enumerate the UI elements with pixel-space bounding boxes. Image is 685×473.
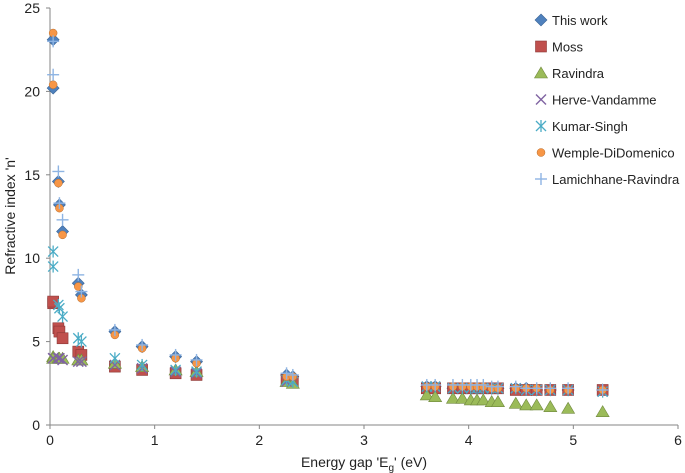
legend-label: Moss [552, 40, 584, 55]
point-lamichhane-ravindra [491, 380, 504, 393]
point-wemple-didomenico [74, 282, 83, 291]
point-ravindra [419, 388, 434, 401]
point-lamichhane-ravindra [429, 378, 442, 391]
x-tick-label: 4 [465, 432, 473, 448]
legend-item-kumar-singh: Kumar-Singh [535, 119, 628, 134]
legend: This work Moss Ravindra Herve-Vandamme Kumar… [533, 13, 680, 187]
point-lamichhane-ravindra [509, 380, 522, 393]
legend-marker-ravindra [533, 66, 549, 79]
point-lamichhane-ravindra [477, 378, 490, 391]
legend-item-ravindra: Ravindra [533, 66, 605, 81]
x-axis-title: Energy gap 'Eg' (eV) [301, 454, 427, 473]
point-ravindra [476, 393, 491, 406]
legend-label: This work [552, 13, 608, 28]
point-wemple-didomenico [54, 178, 63, 188]
point-ravindra [529, 398, 544, 411]
point-wemple-didomenico [48, 80, 58, 89]
point-ravindra [561, 401, 576, 414]
legend-marker-kumar-singh [535, 120, 547, 132]
series-moss [47, 295, 609, 396]
x-tick-label: 0 [46, 432, 54, 448]
legend-marker-moss [535, 40, 547, 53]
legend-label: Kumar-Singh [552, 119, 628, 134]
point-lamichhane-ravindra [280, 367, 293, 380]
point-ravindra [595, 405, 610, 417]
point-kumar-singh [57, 310, 69, 323]
point-lamichhane-ravindra [530, 382, 543, 395]
y-tick-label: 20 [24, 83, 40, 99]
point-lamichhane-ravindra [75, 285, 88, 298]
legend-item-lamichhane-ravindra: Lamichhane-Ravindra [535, 172, 680, 187]
point-lamichhane-ravindra [47, 35, 60, 48]
point-herve-vandamme [57, 354, 69, 366]
y-axis-title: Refractive index 'n' [2, 157, 18, 274]
point-ravindra [508, 396, 523, 409]
y-tick-label: 10 [24, 250, 40, 266]
legend-item-wemple-didomenico: Wemple-DiDomenico [536, 146, 675, 161]
legend-label: Ravindra [552, 66, 605, 81]
point-herve-vandamme [75, 356, 87, 368]
point-lamichhane-ravindra [108, 323, 121, 336]
x-tick-label: 1 [151, 432, 159, 448]
point-lamichhane-ravindra [52, 165, 65, 178]
point-lamichhane-ravindra [520, 382, 533, 395]
legend-marker-lamichhane-ravindra [535, 173, 547, 185]
point-ravindra [455, 391, 470, 404]
legend-marker-herve-vandamme [535, 94, 547, 105]
point-ravindra [543, 400, 558, 412]
point-ravindra [428, 390, 443, 402]
point-herve-vandamme [72, 356, 84, 368]
y-tick-labels: 0 5 10 15 20 25 [24, 0, 50, 433]
legend-label: Wemple-DiDomenico [552, 146, 675, 161]
series-wemple-didomenico [48, 28, 607, 395]
point-ravindra [490, 395, 505, 407]
point-kumar-singh [191, 365, 202, 378]
point-lamichhane-ravindra [47, 68, 60, 81]
legend-marker-this-work [534, 13, 548, 27]
point-herve-vandamme [53, 352, 65, 364]
series-kumar-singh [47, 245, 609, 398]
x-tick-label: 2 [255, 432, 263, 448]
point-wemple-didomenico [58, 230, 67, 240]
series-marks [46, 28, 610, 417]
legend-item-moss: Moss [535, 40, 584, 55]
point-lamichhane-ravindra [53, 197, 66, 210]
legend-item-this-work: This work [534, 13, 608, 28]
point-ravindra [445, 391, 460, 404]
point-lamichhane-ravindra [56, 213, 69, 226]
series-lamichhane-ravindra [47, 35, 609, 396]
legend-label: Herve-Vandamme [552, 93, 657, 108]
point-moss [56, 332, 69, 345]
legend-item-herve-vandamme: Herve-Vandamme [535, 93, 657, 108]
point-kumar-singh [170, 363, 182, 376]
x-tick-label: 6 [674, 432, 682, 448]
x-tick-labels: 0 1 2 3 4 5 6 [46, 425, 682, 448]
point-lamichhane-ravindra [562, 382, 575, 395]
x-tick-label: 5 [569, 432, 577, 448]
point-lamichhane-ravindra [169, 348, 182, 361]
point-lamichhane-ravindra [544, 382, 557, 395]
point-ravindra [519, 398, 534, 411]
point-lamichhane-ravindra [596, 383, 609, 396]
point-lamichhane-ravindra [136, 338, 149, 351]
point-lamichhane-ravindra [286, 368, 299, 381]
point-kumar-singh [75, 335, 87, 348]
point-kumar-singh [109, 352, 121, 365]
point-lamichhane-ravindra [190, 353, 203, 366]
y-tick-label: 15 [24, 167, 40, 183]
point-kumar-singh [47, 245, 59, 258]
series-this-work [46, 33, 610, 397]
point-kumar-singh [136, 358, 148, 371]
point-lamichhane-ravindra [72, 268, 85, 281]
y-tick-label: 25 [24, 0, 40, 16]
legend-marker-wemple-didomenico [536, 148, 546, 157]
y-tick-label: 5 [32, 334, 40, 350]
x-tick-label: 3 [360, 432, 368, 448]
y-tick-label: 0 [32, 417, 40, 433]
point-kumar-singh [47, 260, 59, 273]
legend-label: Lamichhane-Ravindra [552, 172, 680, 187]
